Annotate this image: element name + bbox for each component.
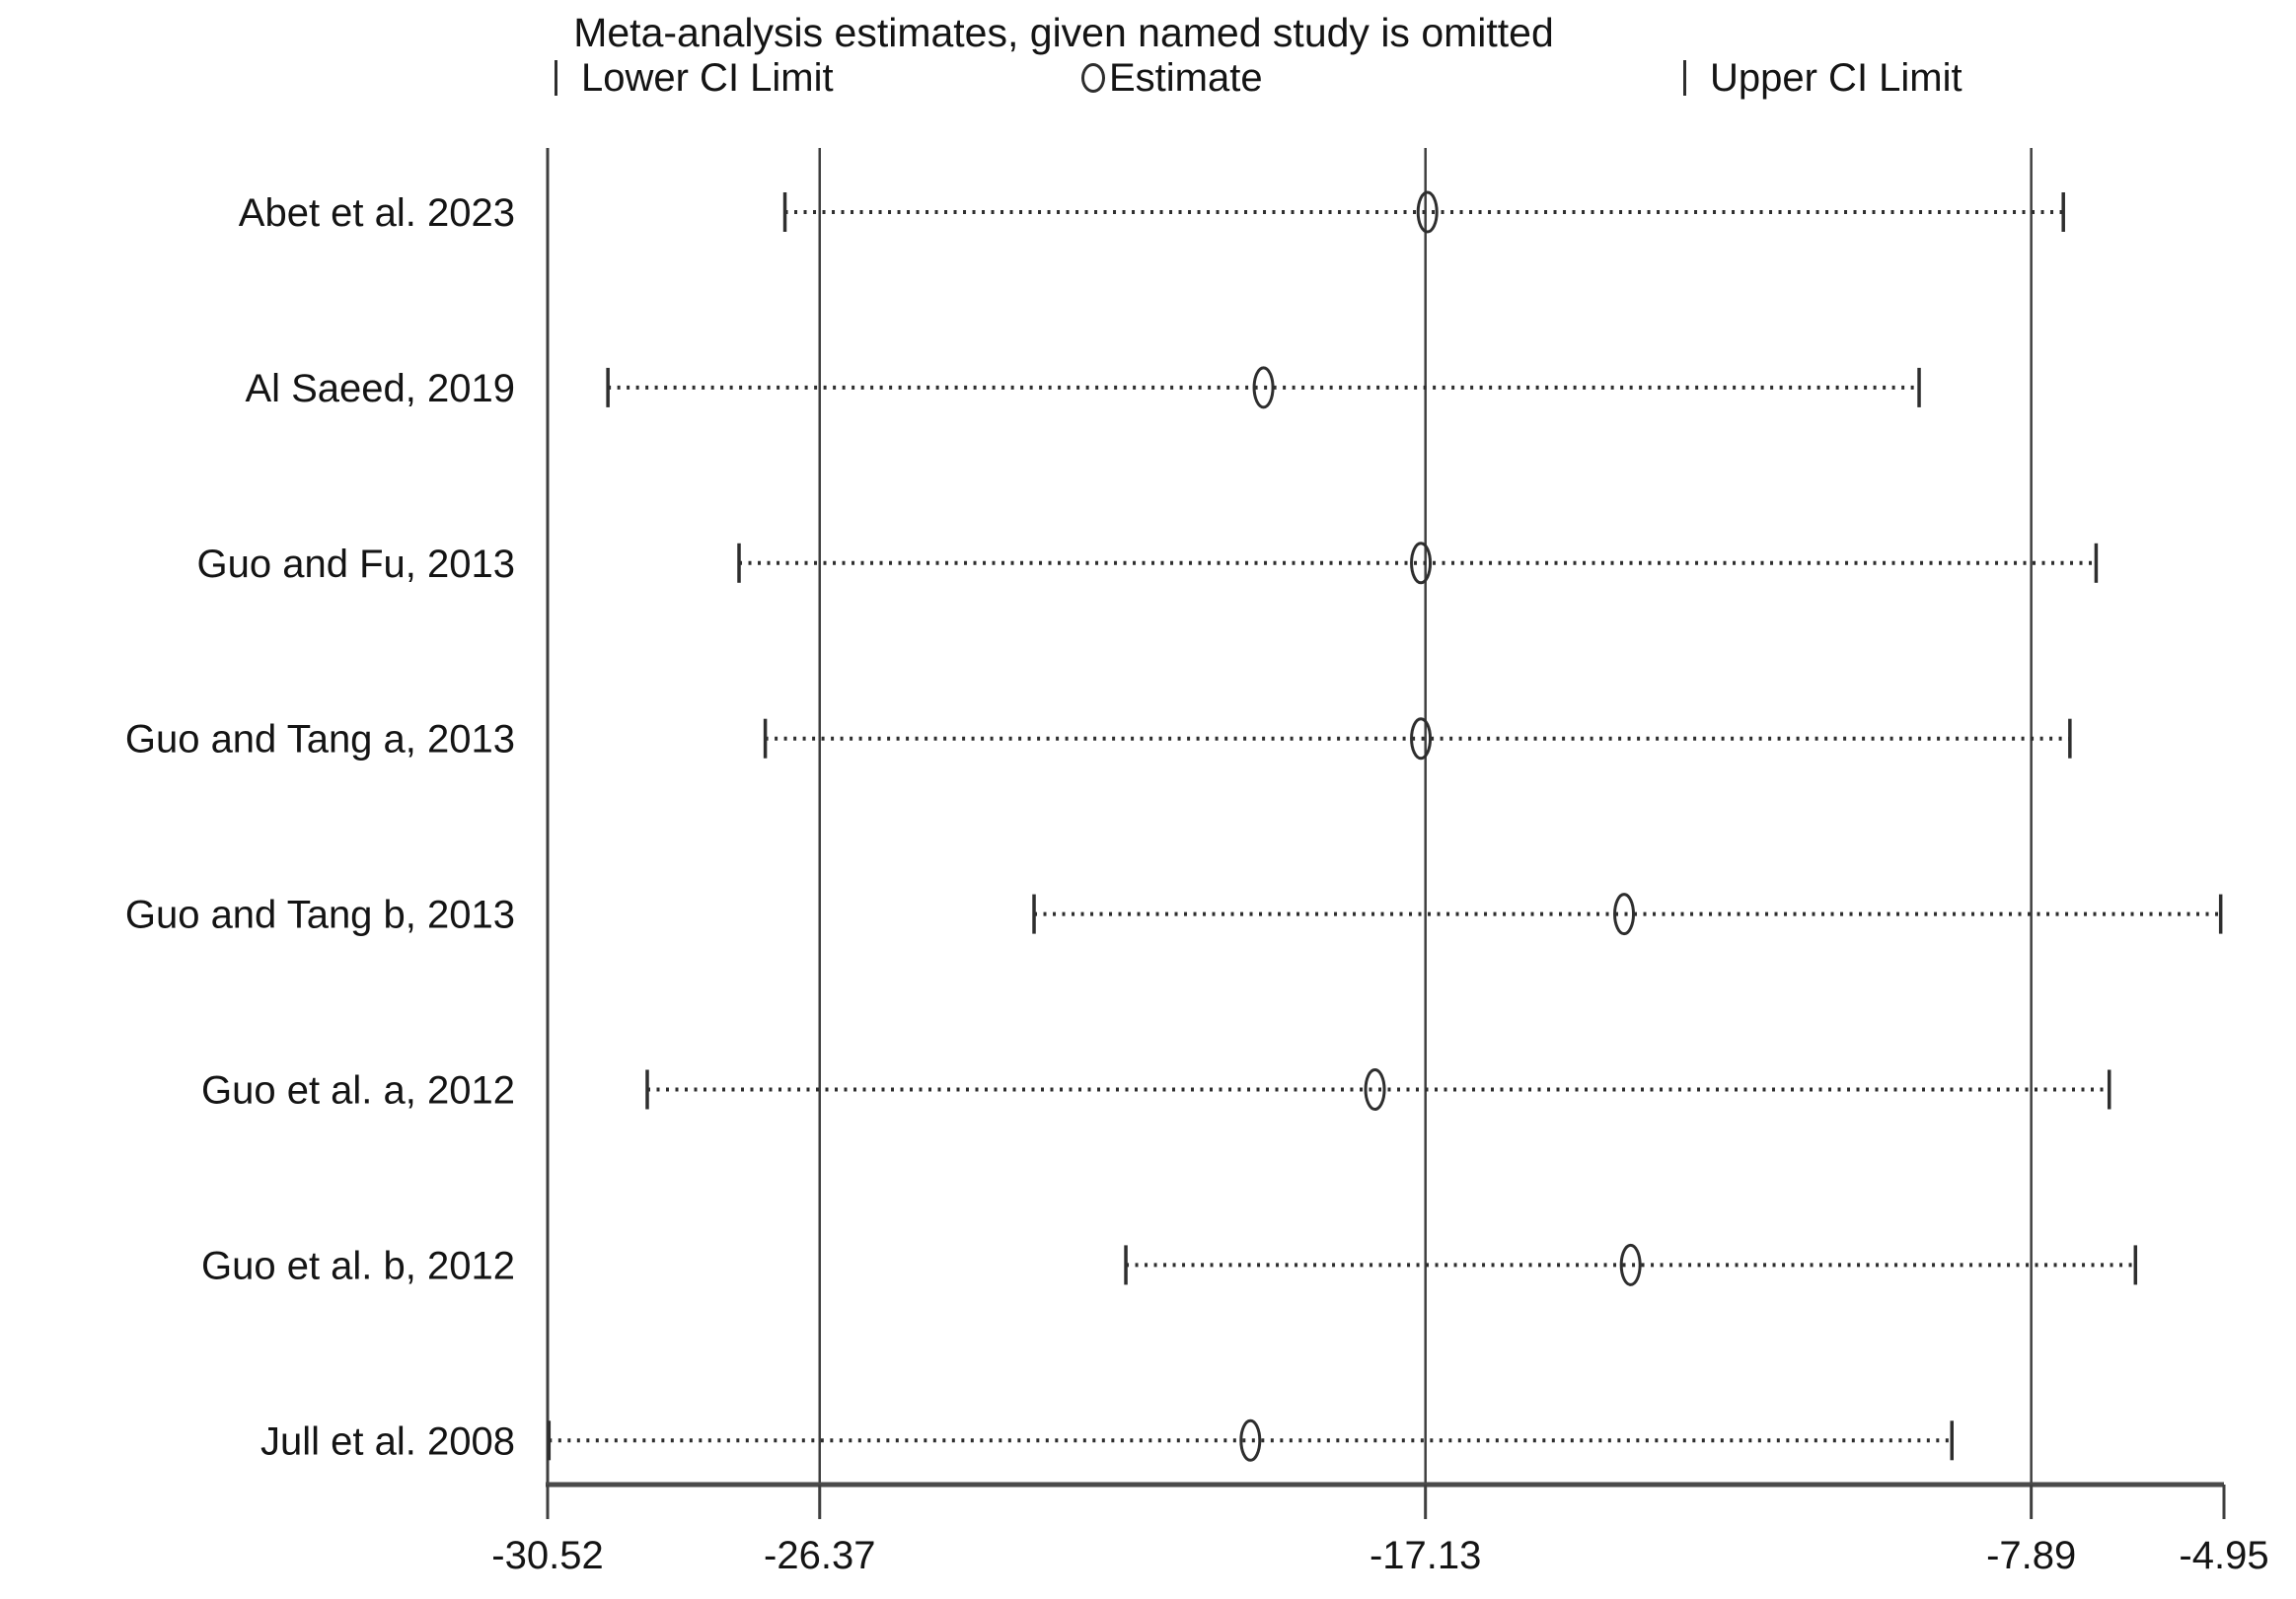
study-label: Guo et al. a, 2012 xyxy=(201,1069,515,1113)
estimate-marker xyxy=(1416,190,1439,234)
estimate-marker xyxy=(1364,1068,1386,1111)
legend-label-estimate: Estimate xyxy=(1109,55,1263,100)
estimate-circle-icon xyxy=(1081,63,1105,93)
x-axis-tick-label: -4.95 xyxy=(2179,1534,2268,1577)
lower-ci-tick-icon xyxy=(555,60,557,96)
study-label: Jull et al. 2008 xyxy=(260,1419,515,1463)
legend-item-upper-ci: Upper CI Limit xyxy=(1683,55,1963,101)
legend-label-lower-ci: Lower CI Limit xyxy=(581,55,834,100)
x-axis-tick-label: -7.89 xyxy=(1986,1534,2076,1577)
study-label: Guo et al. b, 2012 xyxy=(201,1244,515,1287)
legend-label-upper-ci: Upper CI Limit xyxy=(1710,55,1963,100)
x-axis-tick-label: -30.52 xyxy=(491,1534,603,1577)
x-axis-tick-label: -17.13 xyxy=(1370,1534,1481,1577)
estimate-marker xyxy=(1410,542,1433,585)
study-label: Guo and Tang b, 2013 xyxy=(125,894,515,937)
estimate-marker xyxy=(1619,1243,1642,1286)
study-label: Guo and Fu, 2013 xyxy=(197,543,515,586)
legend-item-estimate: Estimate xyxy=(1081,55,1263,101)
upper-ci-tick-icon xyxy=(1683,60,1686,96)
estimate-marker xyxy=(1410,717,1433,761)
x-axis-tick-label: -26.37 xyxy=(764,1534,875,1577)
estimate-marker xyxy=(1239,1418,1262,1462)
legend-item-lower-ci: Lower CI Limit xyxy=(555,55,834,101)
chart-title: Meta-analysis estimates, given named stu… xyxy=(573,10,1554,55)
estimate-marker xyxy=(1613,893,1636,936)
study-label: Al Saeed, 2019 xyxy=(245,367,515,410)
estimate-marker xyxy=(1252,366,1275,409)
study-label: Abet et al. 2023 xyxy=(239,191,515,235)
study-label: Guo and Tang a, 2013 xyxy=(125,718,515,762)
